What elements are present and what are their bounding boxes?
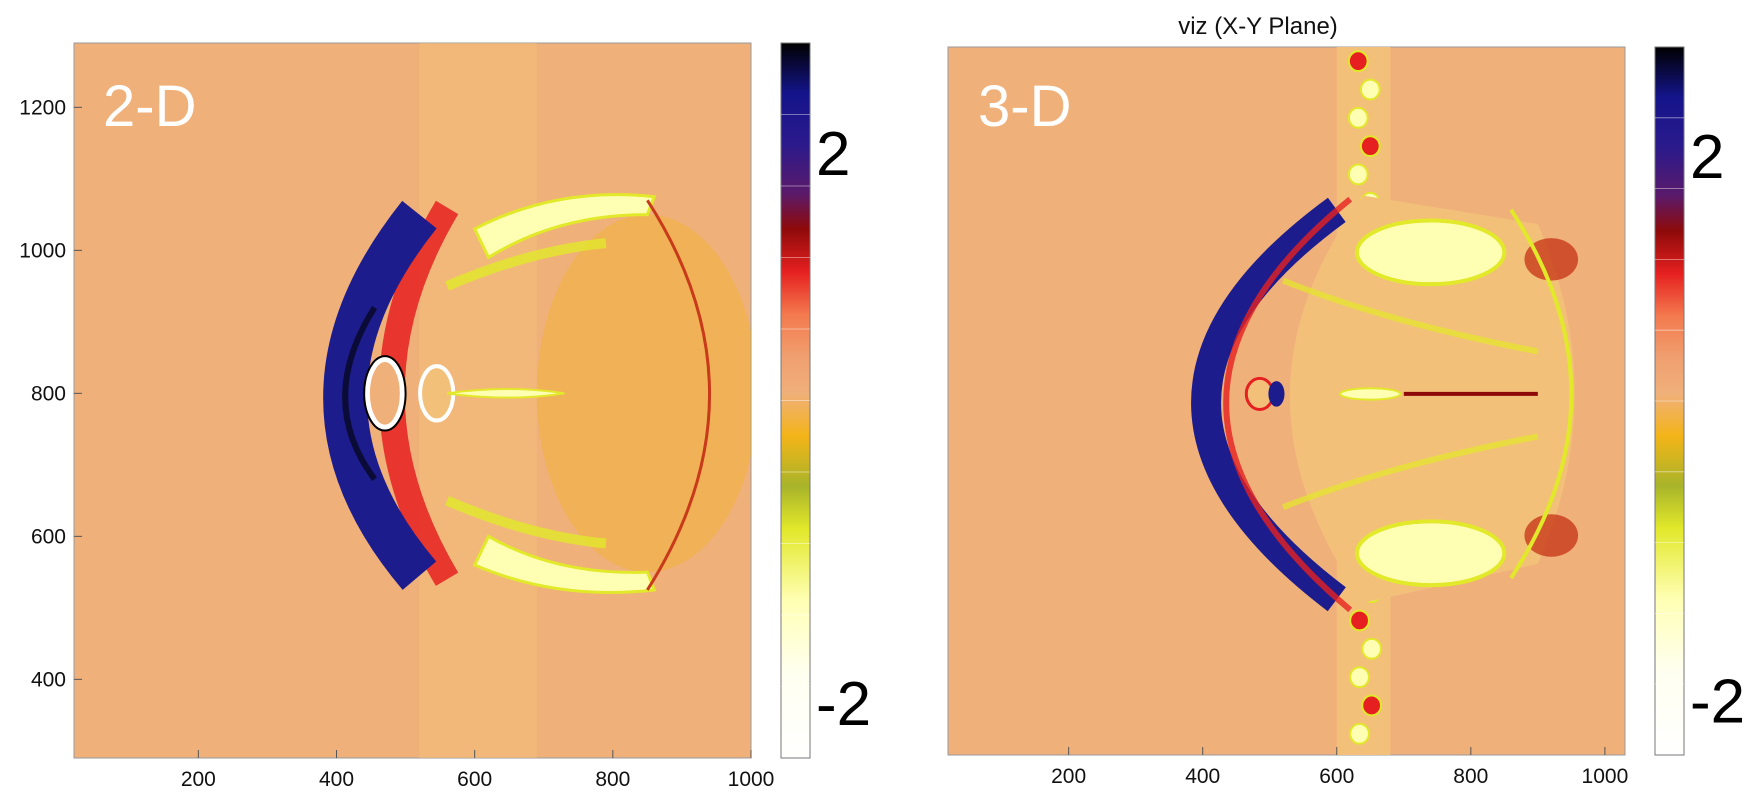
colorbar-tick-label: -2 xyxy=(1690,668,1745,737)
panel-label-3d: 3-D xyxy=(978,74,1071,139)
y-tick-label: 400 xyxy=(31,668,66,691)
x-tick-label: 200 xyxy=(1051,765,1086,788)
sheath-interior xyxy=(1289,195,1575,603)
panel-2d: 200 400 600 800 1000 400 600 800 1000 1200 2-D 2… xyxy=(19,42,871,791)
x-tick-label: 400 xyxy=(319,768,354,791)
colorbar-3d: 2 -2 xyxy=(1654,46,1745,756)
lower-inner-streak xyxy=(445,496,607,549)
band-blob xyxy=(1349,722,1370,745)
outer-shock-arc xyxy=(1509,208,1574,580)
x-tick-label: 200 xyxy=(181,768,216,791)
band-blob xyxy=(1347,163,1369,186)
band-blob xyxy=(1347,106,1369,129)
colorbar-tick-label: 2 xyxy=(1690,123,1724,192)
upper-inner-streak xyxy=(445,238,607,291)
lower-wing xyxy=(472,534,657,594)
band-blob xyxy=(1349,609,1370,632)
lower-red-patch xyxy=(1524,514,1579,557)
upper-filament xyxy=(1282,277,1539,355)
band-blob xyxy=(1361,637,1383,660)
y-tick-label: 800 xyxy=(31,382,66,405)
field-3d xyxy=(1191,47,1579,755)
y-tick-label: 600 xyxy=(31,525,66,548)
colorbar-tick-label: 2 xyxy=(816,120,850,189)
field-2d xyxy=(323,43,751,758)
tail-jet xyxy=(446,388,565,399)
bow-shock xyxy=(1191,197,1346,612)
shock-edge xyxy=(1223,196,1353,613)
x-ticks-3d: 200 400 600 800 1000 xyxy=(1051,747,1628,788)
panel-3d: viz (X-Y Plane) 200 400 600 800 1000 3-D 2 -2 xyxy=(947,13,1745,788)
x-tick-label: 600 xyxy=(457,768,492,791)
shock-core xyxy=(342,305,378,481)
y-tick-label: 1200 xyxy=(19,96,66,119)
obstacle-outline xyxy=(363,355,407,432)
plot-area-2d xyxy=(73,42,752,759)
y-ticks-2d: 400 600 800 1000 1200 xyxy=(19,96,82,691)
y-tick-label: 1000 xyxy=(19,239,66,262)
colorbar-2d: 2 -2 xyxy=(780,42,871,759)
x-tick-label: 1000 xyxy=(728,768,775,791)
band-blob xyxy=(1359,135,1381,158)
upper-bright-region xyxy=(1354,218,1507,287)
obstacle-ring xyxy=(363,356,406,431)
x-ticks-2d: 200 400 600 800 1000 xyxy=(181,750,775,791)
outer-shock-arc xyxy=(646,199,711,591)
band-blob xyxy=(1359,78,1381,101)
band-blob xyxy=(1347,50,1369,73)
x-tick-label: 800 xyxy=(595,768,630,791)
obstacle-core xyxy=(1268,381,1285,407)
x-tick-label: 400 xyxy=(1185,765,1220,788)
band-blob xyxy=(1349,666,1370,689)
tail-jet xyxy=(1339,387,1402,401)
band-blob xyxy=(1361,694,1383,717)
lower-filament xyxy=(1282,433,1539,510)
chart-title-3d: viz (X-Y Plane) xyxy=(1178,13,1338,40)
downstream-haze xyxy=(536,214,751,573)
panel-label-2d: 2-D xyxy=(103,74,196,139)
lower-bright-region xyxy=(1354,519,1507,588)
x-tick-label: 600 xyxy=(1319,765,1354,788)
x-tick-label: 1000 xyxy=(1582,765,1629,788)
colorbar-tick-label: -2 xyxy=(816,670,871,739)
upper-red-patch xyxy=(1524,238,1579,281)
x-tick-label: 800 xyxy=(1453,765,1488,788)
